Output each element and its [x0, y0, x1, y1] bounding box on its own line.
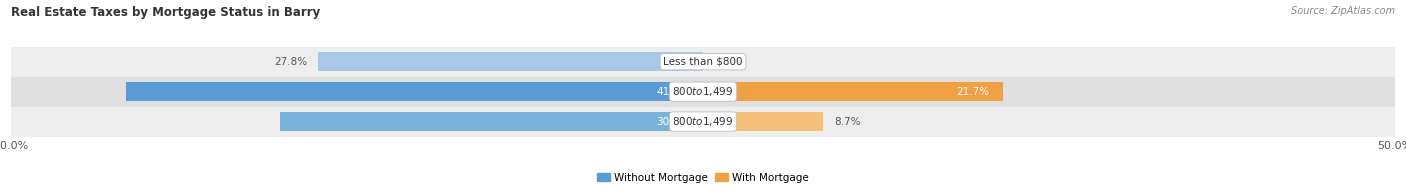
Bar [280, 112, 703, 131]
Bar [11, 107, 1395, 136]
Bar [11, 47, 1395, 77]
Bar [703, 82, 1004, 101]
Bar [11, 77, 1395, 107]
Text: 30.6%: 30.6% [657, 117, 689, 127]
Text: $800 to $1,499: $800 to $1,499 [672, 115, 734, 128]
Text: 21.7%: 21.7% [956, 87, 990, 97]
Text: 41.7%: 41.7% [657, 87, 689, 97]
Text: $800 to $1,499: $800 to $1,499 [672, 85, 734, 98]
Text: Source: ZipAtlas.com: Source: ZipAtlas.com [1291, 6, 1395, 16]
Text: 8.7%: 8.7% [834, 117, 860, 127]
Text: 27.8%: 27.8% [274, 57, 308, 67]
Bar [318, 52, 703, 71]
Text: 0.0%: 0.0% [714, 57, 741, 67]
Text: Real Estate Taxes by Mortgage Status in Barry: Real Estate Taxes by Mortgage Status in … [11, 6, 321, 19]
Bar [127, 82, 703, 101]
Legend: Without Mortgage, With Mortgage: Without Mortgage, With Mortgage [593, 168, 813, 187]
Text: Less than $800: Less than $800 [664, 57, 742, 67]
Bar [703, 112, 824, 131]
